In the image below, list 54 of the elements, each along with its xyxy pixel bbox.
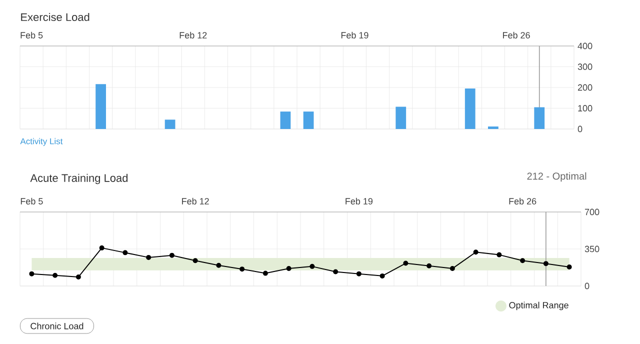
y-tick-label: 300 bbox=[578, 64, 592, 70]
point bbox=[76, 274, 81, 280]
bar bbox=[488, 126, 498, 129]
chart-subtitle: 212 - Optimal bbox=[527, 172, 586, 182]
y-tick-label: 0 bbox=[578, 126, 582, 132]
bar bbox=[164, 120, 176, 129]
point bbox=[29, 271, 34, 276]
y-tick-label: 400 bbox=[578, 42, 592, 50]
point bbox=[286, 266, 292, 272]
y-tick-label: 200 bbox=[578, 84, 592, 91]
x-tick-label: Feb 5 bbox=[20, 198, 43, 204]
point bbox=[380, 273, 385, 278]
point bbox=[122, 250, 128, 256]
point bbox=[566, 264, 572, 270]
bar bbox=[396, 106, 406, 129]
point bbox=[426, 263, 432, 268]
bar bbox=[534, 107, 545, 129]
bar bbox=[464, 88, 476, 129]
bar bbox=[96, 84, 106, 129]
point bbox=[310, 264, 315, 269]
x-tick-label: Feb 5 bbox=[20, 32, 43, 38]
point bbox=[192, 258, 198, 264]
y-tick-label: 0 bbox=[584, 282, 590, 290]
point bbox=[450, 266, 455, 272]
y-tick-label: 700 bbox=[584, 208, 600, 216]
y-tick-label: 100 bbox=[578, 105, 592, 112]
point bbox=[169, 252, 174, 258]
legend-label: Optimal Range bbox=[509, 302, 568, 310]
y-tick-label: 350 bbox=[584, 246, 600, 252]
x-tick-label: Feb 12 bbox=[182, 198, 209, 204]
chart-title: Acute Training Load bbox=[30, 174, 128, 184]
point bbox=[262, 270, 268, 276]
point bbox=[403, 260, 408, 266]
point bbox=[99, 245, 104, 250]
point bbox=[216, 262, 222, 268]
point bbox=[356, 271, 362, 276]
x-tick-label: Feb 26 bbox=[509, 198, 536, 204]
text: Activity List bbox=[20, 138, 63, 146]
point bbox=[473, 250, 478, 255]
text: Chronic Load bbox=[30, 322, 84, 330]
point bbox=[496, 252, 502, 258]
point bbox=[543, 261, 548, 266]
x-tick-label: Feb 12 bbox=[180, 32, 207, 38]
bar bbox=[303, 112, 314, 129]
x-tick-label: Feb 26 bbox=[503, 32, 530, 38]
x-tick-label: Feb 19 bbox=[346, 198, 373, 204]
bar bbox=[280, 112, 291, 129]
point bbox=[146, 254, 152, 260]
point bbox=[240, 266, 245, 272]
point bbox=[333, 269, 338, 274]
chart-title: Exercise Load bbox=[21, 12, 90, 22]
point bbox=[520, 258, 526, 264]
point bbox=[52, 272, 58, 278]
x-tick-label: Feb 19 bbox=[341, 32, 368, 38]
